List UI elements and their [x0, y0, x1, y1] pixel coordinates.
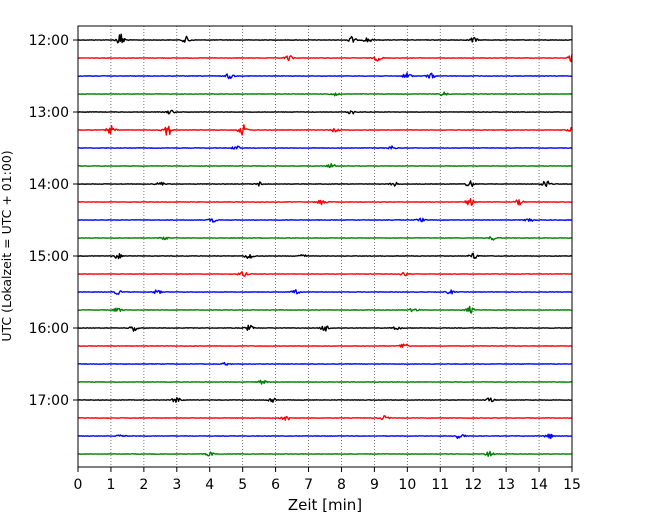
x-tick-label: 3 — [172, 477, 181, 493]
x-tick-label: 4 — [205, 477, 214, 493]
x-tick-label: 1 — [106, 477, 115, 493]
x-tick-label: 5 — [238, 477, 247, 493]
x-tick-label: 13 — [497, 477, 515, 493]
y-tick-label: 15:00 — [29, 249, 69, 265]
grid-lines — [77, 26, 573, 467]
x-tick-label: 10 — [398, 477, 416, 493]
trace-1730 — [77, 433, 573, 440]
x-tick-label: 15 — [563, 477, 581, 493]
trace-1445 — [77, 236, 573, 241]
trace-1530 — [77, 289, 573, 295]
x-tick-label: 7 — [304, 477, 313, 493]
trace-1515 — [77, 271, 573, 277]
x-axis-ticks: 0 1 2 3 4 5 6 7 8 9 10 11 12 13 14 15 — [74, 467, 581, 493]
x-tick-label: 12 — [464, 477, 482, 493]
trace-1415 — [77, 198, 573, 206]
x-axis-label: Zeit [min] — [288, 496, 362, 514]
x-tick-label: 11 — [431, 477, 449, 493]
plot-frame — [77, 25, 573, 468]
seismogram-traces — [77, 33, 573, 458]
x-tick-label: 6 — [271, 477, 280, 493]
trace-1615 — [77, 343, 573, 348]
trace-1200 — [77, 33, 573, 44]
y-tick-label: 14:00 — [29, 177, 69, 193]
trace-1715 — [77, 415, 573, 421]
x-tick-label: 8 — [337, 477, 346, 493]
x-tick-label: 14 — [530, 477, 548, 493]
trace-1630 — [77, 361, 573, 366]
y-tick-label: 12:00 — [29, 33, 69, 49]
trace-1300 — [77, 109, 573, 115]
x-tick-label: 9 — [370, 477, 379, 493]
y-tick-label: 17:00 — [29, 393, 69, 409]
trace-1430 — [78, 217, 573, 223]
x-tick-label: 2 — [139, 477, 148, 493]
trace-1500 — [77, 252, 572, 260]
y-tick-label: 16:00 — [29, 321, 69, 337]
x-tick-label: 0 — [74, 477, 83, 493]
trace-1400 — [77, 180, 573, 188]
y-axis-ticks: 12:00 13:00 14:00 15:00 16:00 17:00 — [29, 33, 78, 409]
trace-1600 — [77, 324, 573, 332]
trace-1245 — [77, 91, 573, 97]
y-tick-label: 13:00 — [29, 105, 69, 121]
trace-1745 — [77, 450, 573, 458]
trace-1545 — [77, 305, 573, 314]
y-axis-label: UTC (Lokalzeit = UTC + 01:00) — [0, 150, 14, 341]
trace-1215 — [77, 54, 573, 63]
trace-1645 — [77, 379, 573, 385]
trace-1700 — [77, 397, 573, 403]
trace-1345 — [77, 163, 573, 169]
trace-1315 — [77, 124, 573, 136]
trace-1330 — [78, 145, 573, 150]
trace-1230 — [77, 72, 573, 80]
